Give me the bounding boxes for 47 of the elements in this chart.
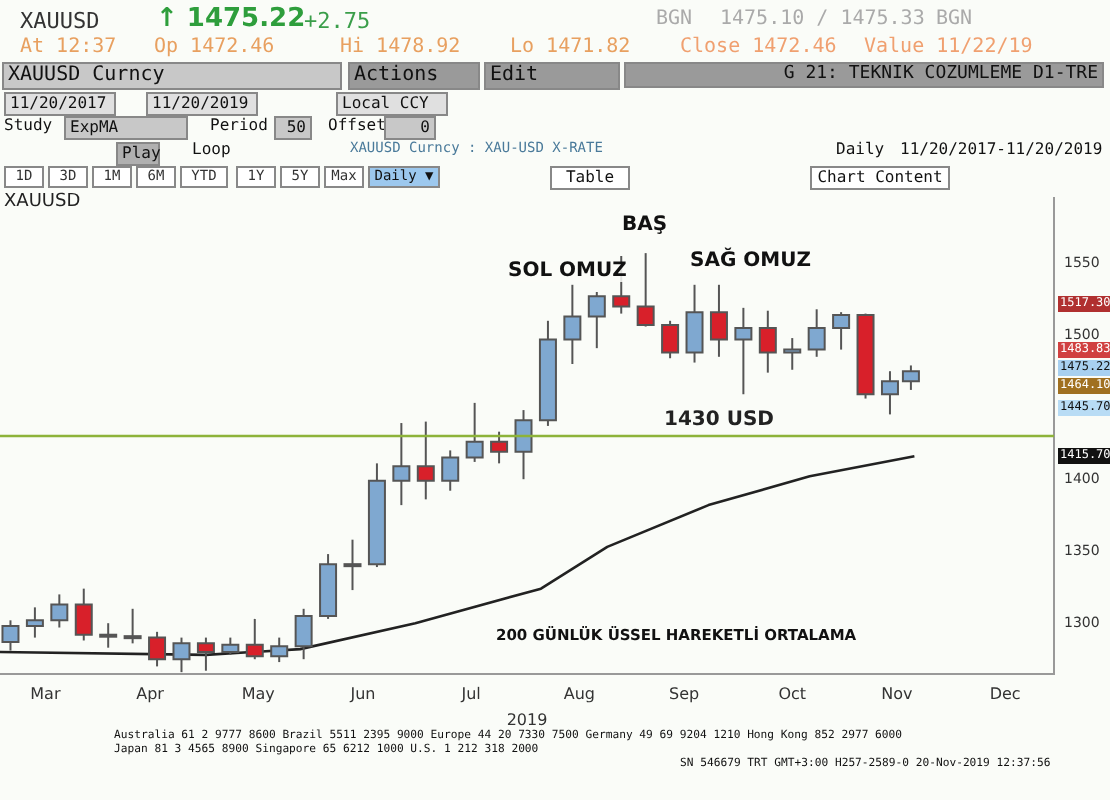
text: ↑ 1475.22 xyxy=(156,4,306,34)
ref-line-label: 1430 USD xyxy=(664,409,774,432)
annotation: BAŞ xyxy=(622,214,668,236)
x-tick-label: Aug xyxy=(563,685,595,704)
text: Play xyxy=(116,142,161,166)
text: Edit xyxy=(484,62,620,90)
text: BGN xyxy=(936,8,973,30)
x-tick-label: Dec xyxy=(989,685,1021,704)
text: 11/20/2019 xyxy=(146,92,258,116)
text: Offset xyxy=(328,116,386,134)
x-tick-label: Jul xyxy=(459,685,481,704)
text: Loop xyxy=(192,140,231,158)
text: At 12:37 xyxy=(20,36,117,58)
text: Op 1472.46 xyxy=(154,36,275,58)
text: Period xyxy=(210,116,268,134)
text: Lo 1471.82 xyxy=(510,36,631,58)
text: XAUUSD Curncy xyxy=(2,62,342,90)
text: ExpMA xyxy=(64,116,188,140)
x-axis-title: 2019 xyxy=(506,710,548,729)
text: Study xyxy=(4,116,53,134)
annotation: SAĞ OMUZ xyxy=(690,250,811,272)
text: Value 11/22/19 xyxy=(864,36,1033,58)
text: XAUUSD xyxy=(20,8,100,34)
x-tick-label: Sep xyxy=(668,685,700,704)
text: Daily xyxy=(836,140,885,158)
text: +2.75 xyxy=(304,8,371,34)
text: G 21: TEKNIK COZUMLEME D1-TRE xyxy=(624,62,1104,88)
text: 11/20/2017 xyxy=(4,92,116,116)
text: Actions xyxy=(348,62,480,90)
text: BGN xyxy=(656,8,693,30)
text: 1475.10 / 1475.33 xyxy=(720,8,925,30)
x-tick-label: Jun xyxy=(348,685,376,704)
text: Hi 1478.92 xyxy=(340,36,461,58)
text: 50 xyxy=(274,116,312,140)
text: Table xyxy=(550,166,630,190)
text: 0 xyxy=(384,116,436,140)
x-tick-label: Nov xyxy=(881,685,914,704)
x-tick-label: Oct xyxy=(778,685,807,704)
text: Close 1472.46 xyxy=(680,36,837,58)
text: 11/20/2017-11/20/2019 xyxy=(900,140,1103,158)
x-tick-label: May xyxy=(241,685,276,704)
chart-title: XAUUSD xyxy=(4,192,81,212)
x-tick-label: Mar xyxy=(30,685,62,704)
text: Local CCY xyxy=(336,92,448,116)
annotation: SOL OMUZ xyxy=(508,260,627,282)
text: Chart Content xyxy=(810,166,950,190)
x-tick-label: Apr xyxy=(136,685,166,704)
